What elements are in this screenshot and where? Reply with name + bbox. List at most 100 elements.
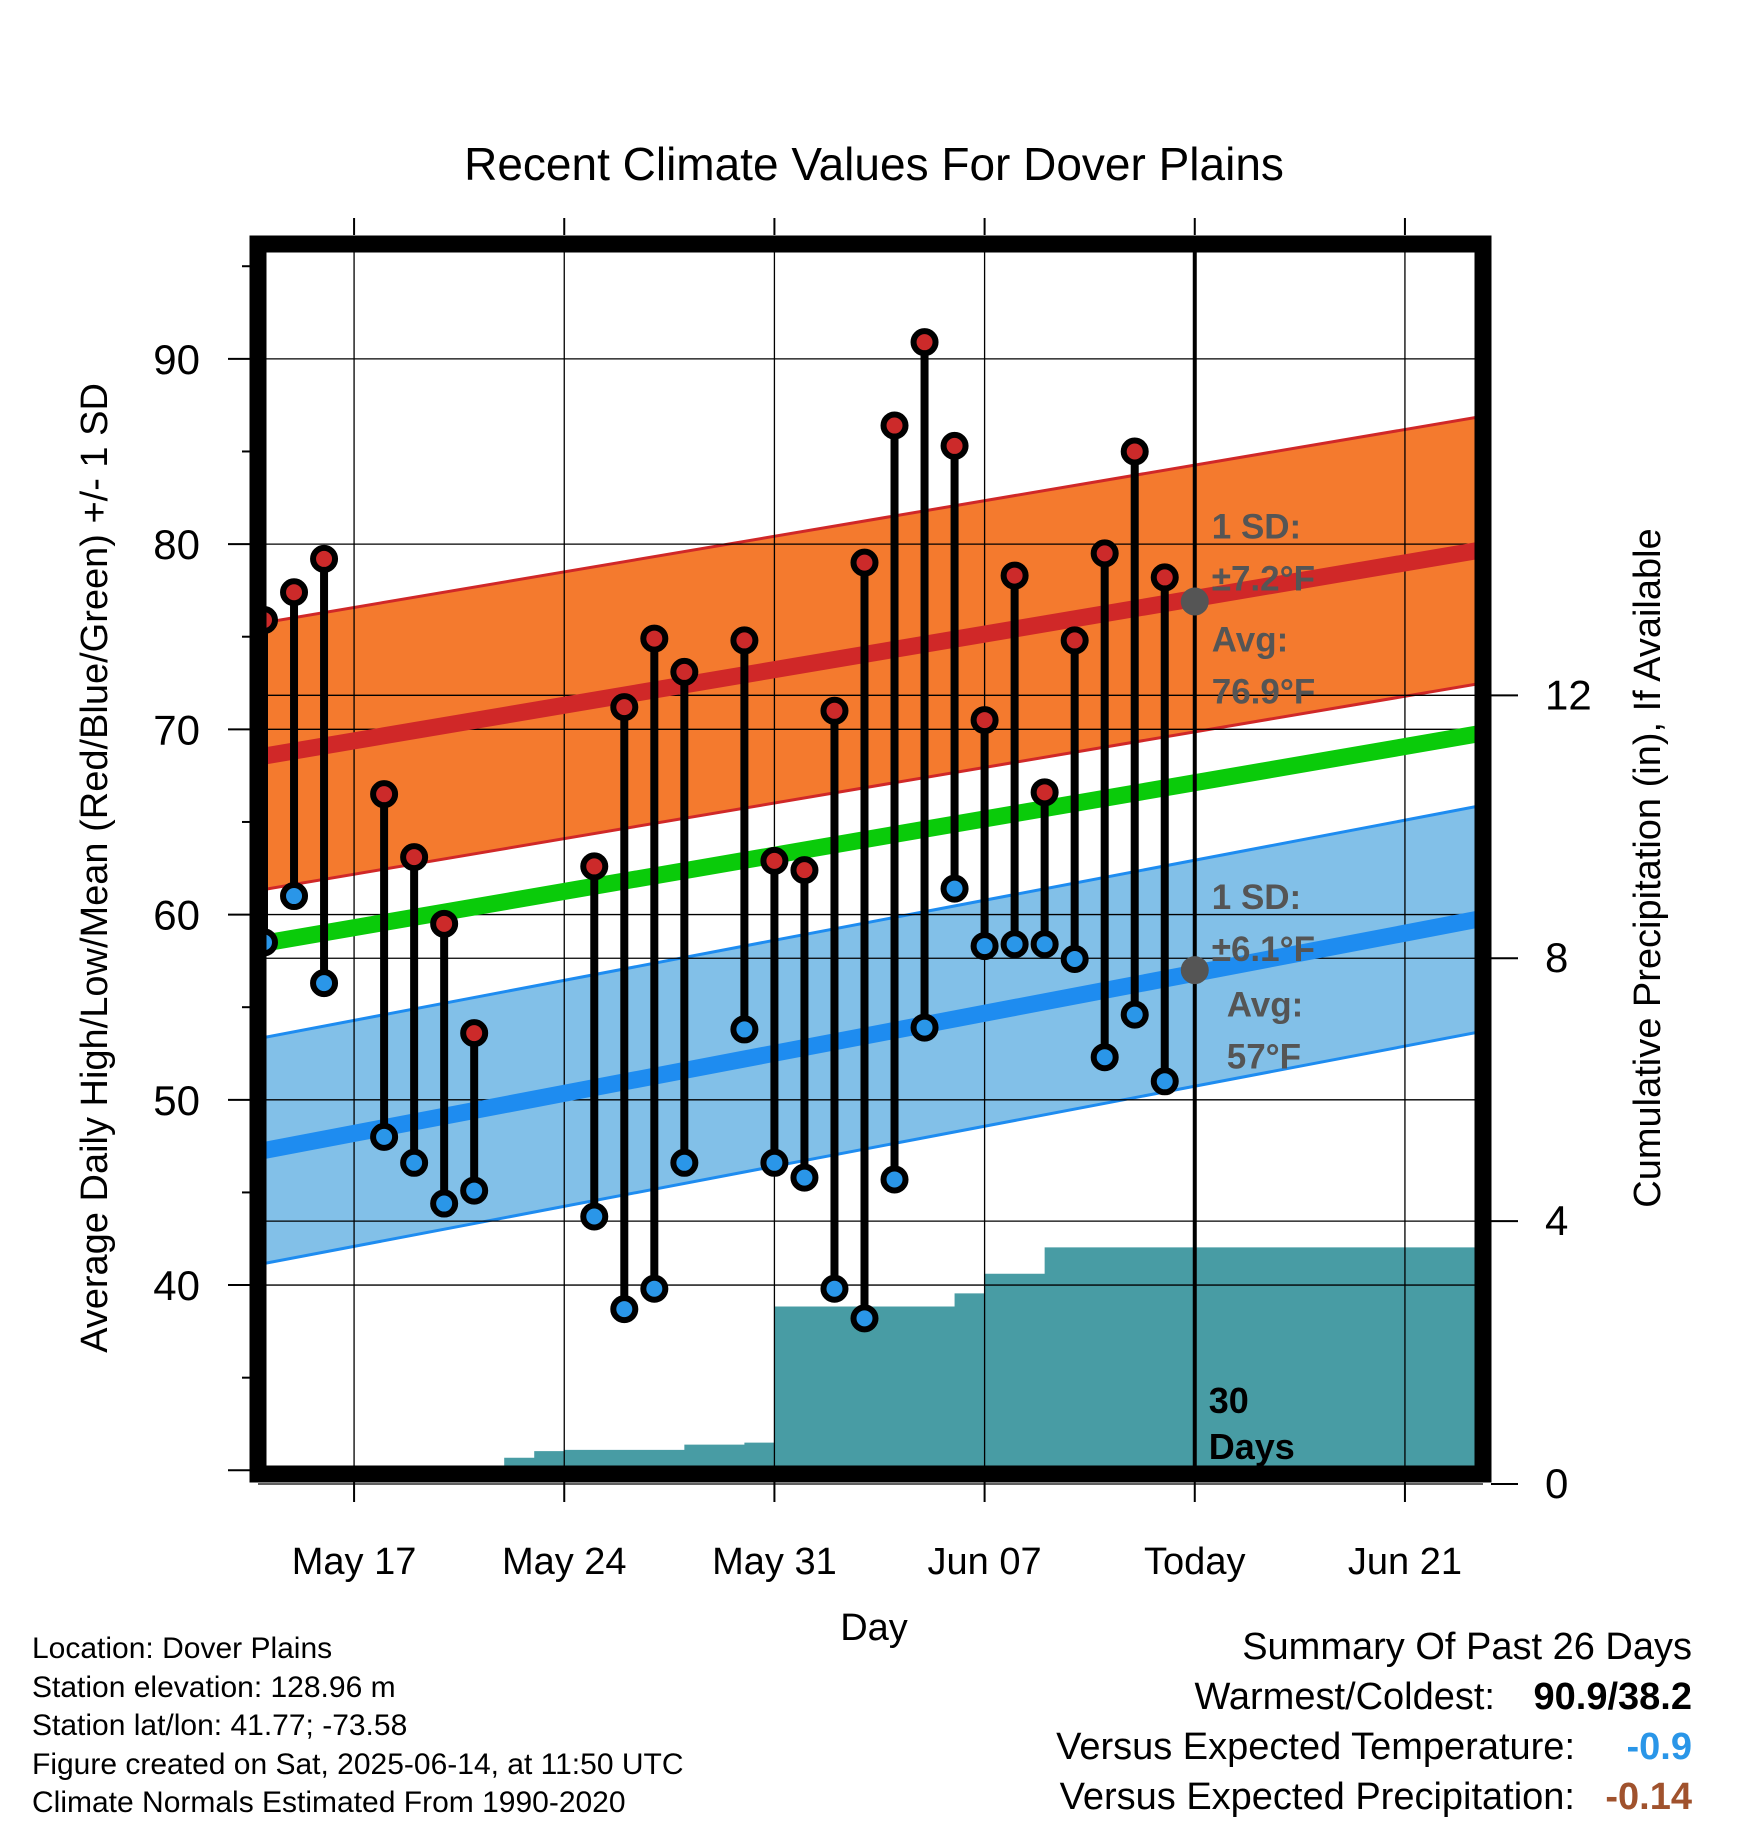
high-avg-label: Avg: [1212, 621, 1288, 660]
high-point [670, 657, 699, 686]
today-line-group: 30 Days [1192, 244, 1295, 1474]
today-days-label-line: Days [1209, 1426, 1295, 1467]
high-sd-value: ±7.2°F [1212, 559, 1315, 598]
low-point [1090, 1043, 1119, 1072]
observations [250, 328, 1179, 1333]
high-sd-band-lower-edge [258, 681, 1483, 892]
high-point [580, 852, 609, 881]
y-tick-label: 80 [153, 521, 200, 568]
low-avg-line [258, 909, 1483, 1161]
high-point [430, 909, 459, 938]
high-point [910, 328, 939, 357]
low-point [970, 932, 999, 961]
low-point [610, 1295, 639, 1324]
y2-axis-label: Cumulative Precipitation (in), If Availa… [1627, 528, 1669, 1207]
x-tick-label: May 17 [292, 1541, 417, 1583]
high-point [850, 548, 879, 577]
high-point [280, 578, 309, 607]
high-point [610, 693, 639, 722]
low-point [1150, 1067, 1179, 1096]
high-point [1120, 437, 1149, 466]
high-point [820, 696, 849, 725]
high-sd-label: 1 SD: [1212, 508, 1301, 547]
low-point [280, 882, 309, 911]
today-days-label-line: 30 [1209, 1380, 1249, 1421]
high-point [970, 706, 999, 735]
y2-tick-label: 0 [1545, 1460, 1568, 1507]
low-point [790, 1163, 819, 1192]
high-point [730, 626, 759, 655]
x-tick-label: Jun 07 [928, 1541, 1042, 1583]
low-avg-label: Avg: [1227, 985, 1303, 1024]
summary-panel: Summary Of Past 26 Days Warmest/Coldest:… [1056, 1622, 1692, 1822]
high-point [760, 846, 789, 875]
normals-text: Climate Normals Estimated From 1990-2020 [32, 1786, 626, 1819]
low-sd-value: ±6.1°F [1212, 930, 1315, 969]
high-point [940, 431, 969, 460]
precip-vs-expected-label: Versus Expected Precipitation: [1059, 1776, 1575, 1818]
today-high-avg-dot [1180, 587, 1209, 616]
low-sd-label: 1 SD: [1212, 878, 1301, 917]
low-avg-value: 57°F [1227, 1037, 1301, 1076]
low-point [1120, 1000, 1149, 1029]
y-tick-label: 70 [153, 706, 200, 753]
y-axis-label: Average Daily High/Low/Mean (Red/Blue/Gr… [74, 383, 116, 1353]
high-point [400, 843, 429, 872]
low-point [460, 1176, 489, 1205]
warmest-coldest-label: Warmest/Coldest: [1194, 1676, 1495, 1718]
high-avg-line [258, 541, 1483, 766]
x-tick-label: May 31 [712, 1541, 837, 1583]
y-tick-label: 60 [153, 892, 200, 939]
low-point [880, 1165, 909, 1194]
y2-tick-label: 12 [1545, 671, 1592, 718]
y-tick-label: 90 [153, 336, 200, 383]
normal-lines [258, 541, 1483, 1161]
low-point [850, 1304, 879, 1333]
precipitation-area [504, 1247, 1483, 1474]
y2-tick-label: 8 [1545, 934, 1568, 981]
low-point [940, 874, 969, 903]
low-point [910, 1013, 939, 1042]
location-text: Location: Dover Plains [32, 1632, 333, 1665]
plot-border [249, 235, 1492, 1483]
temp-vs-expected-label: Versus Expected Temperature: [1056, 1726, 1575, 1768]
low-point [760, 1148, 789, 1177]
low-point [400, 1148, 429, 1177]
x-tick-label: May 24 [502, 1541, 627, 1583]
high-avg-value: 76.9°F [1212, 672, 1316, 711]
y-tick-label: 40 [153, 1262, 200, 1309]
high-point [460, 1019, 489, 1048]
precip-vs-expected-value: -0.14 [1605, 1776, 1692, 1818]
summary-title: Summary Of Past 26 Days [1242, 1626, 1692, 1668]
low-point [1030, 930, 1059, 959]
low-point [370, 1122, 399, 1151]
mean-avg-line [258, 724, 1483, 953]
high-point [1000, 561, 1029, 590]
station-info: Location: Dover Plains Station elevation… [32, 1630, 684, 1823]
low-point [640, 1274, 669, 1303]
low-point [670, 1148, 699, 1177]
temp-vs-expected-value: -0.9 [1626, 1726, 1692, 1768]
high-point [640, 624, 669, 653]
low-point [730, 1015, 759, 1044]
y-tick-label: 50 [153, 1077, 200, 1124]
chart-title: Recent Climate Values For Dover Plains [464, 138, 1284, 190]
high-point [1030, 778, 1059, 807]
today-low-avg-dot [1180, 956, 1209, 985]
y2-tick-label: 4 [1545, 1197, 1568, 1244]
latlon-text: Station lat/lon: 41.77; -73.58 [32, 1709, 408, 1742]
high-point [880, 411, 909, 440]
x-tick-label: Jun 21 [1348, 1541, 1462, 1583]
precip-fill [504, 1247, 1483, 1474]
low-sd-band-lower-edge [258, 1029, 1483, 1267]
low-point [430, 1189, 459, 1218]
high-point [1060, 626, 1089, 655]
created-text: Figure created on Sat, 2025-06-14, at 11… [32, 1747, 684, 1781]
high-point [1090, 539, 1119, 568]
high-point [790, 856, 819, 885]
low-point [580, 1202, 609, 1231]
x-tick-label: Today [1144, 1541, 1245, 1583]
today-days-label: 30 Days [1209, 1380, 1295, 1467]
low-point [310, 969, 339, 998]
elevation-text: Station elevation: 128.96 m [32, 1670, 396, 1704]
